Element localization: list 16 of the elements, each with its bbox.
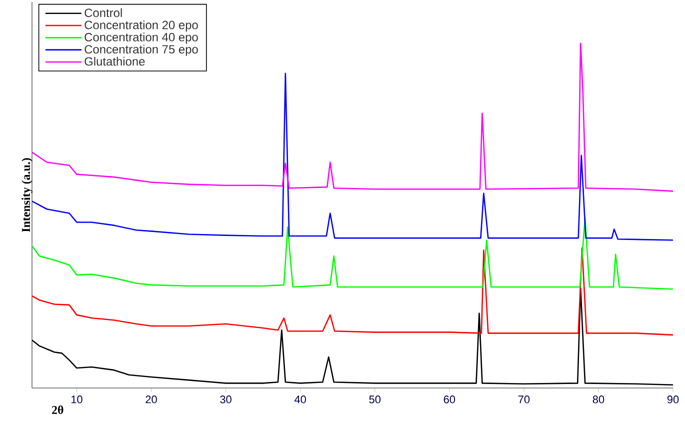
x-tick-label: 30	[220, 396, 232, 404]
y-axis-title: Intensity (a.u.)	[22, 158, 32, 232]
x-tick-label: 40	[294, 396, 306, 404]
x-tick-label: 60	[444, 396, 456, 404]
legend-label: Glutathione	[84, 56, 145, 66]
x-tick-label: 20	[146, 396, 157, 404]
legend-label: Concentration 75 epo	[84, 44, 198, 56]
x-axis-title: 2θ	[52, 406, 64, 414]
x-tick-label: 80	[592, 396, 604, 404]
legend-label: Control	[84, 8, 122, 18]
legend-label: Concentration 20 epo	[84, 20, 198, 32]
x-tick-label: 10	[71, 396, 82, 404]
x-tick-label: 70	[518, 396, 530, 404]
legend-label: Concentration 40 epo	[84, 32, 198, 44]
x-tick-label: 50	[369, 396, 381, 404]
x-tick-label: 90	[667, 396, 679, 404]
